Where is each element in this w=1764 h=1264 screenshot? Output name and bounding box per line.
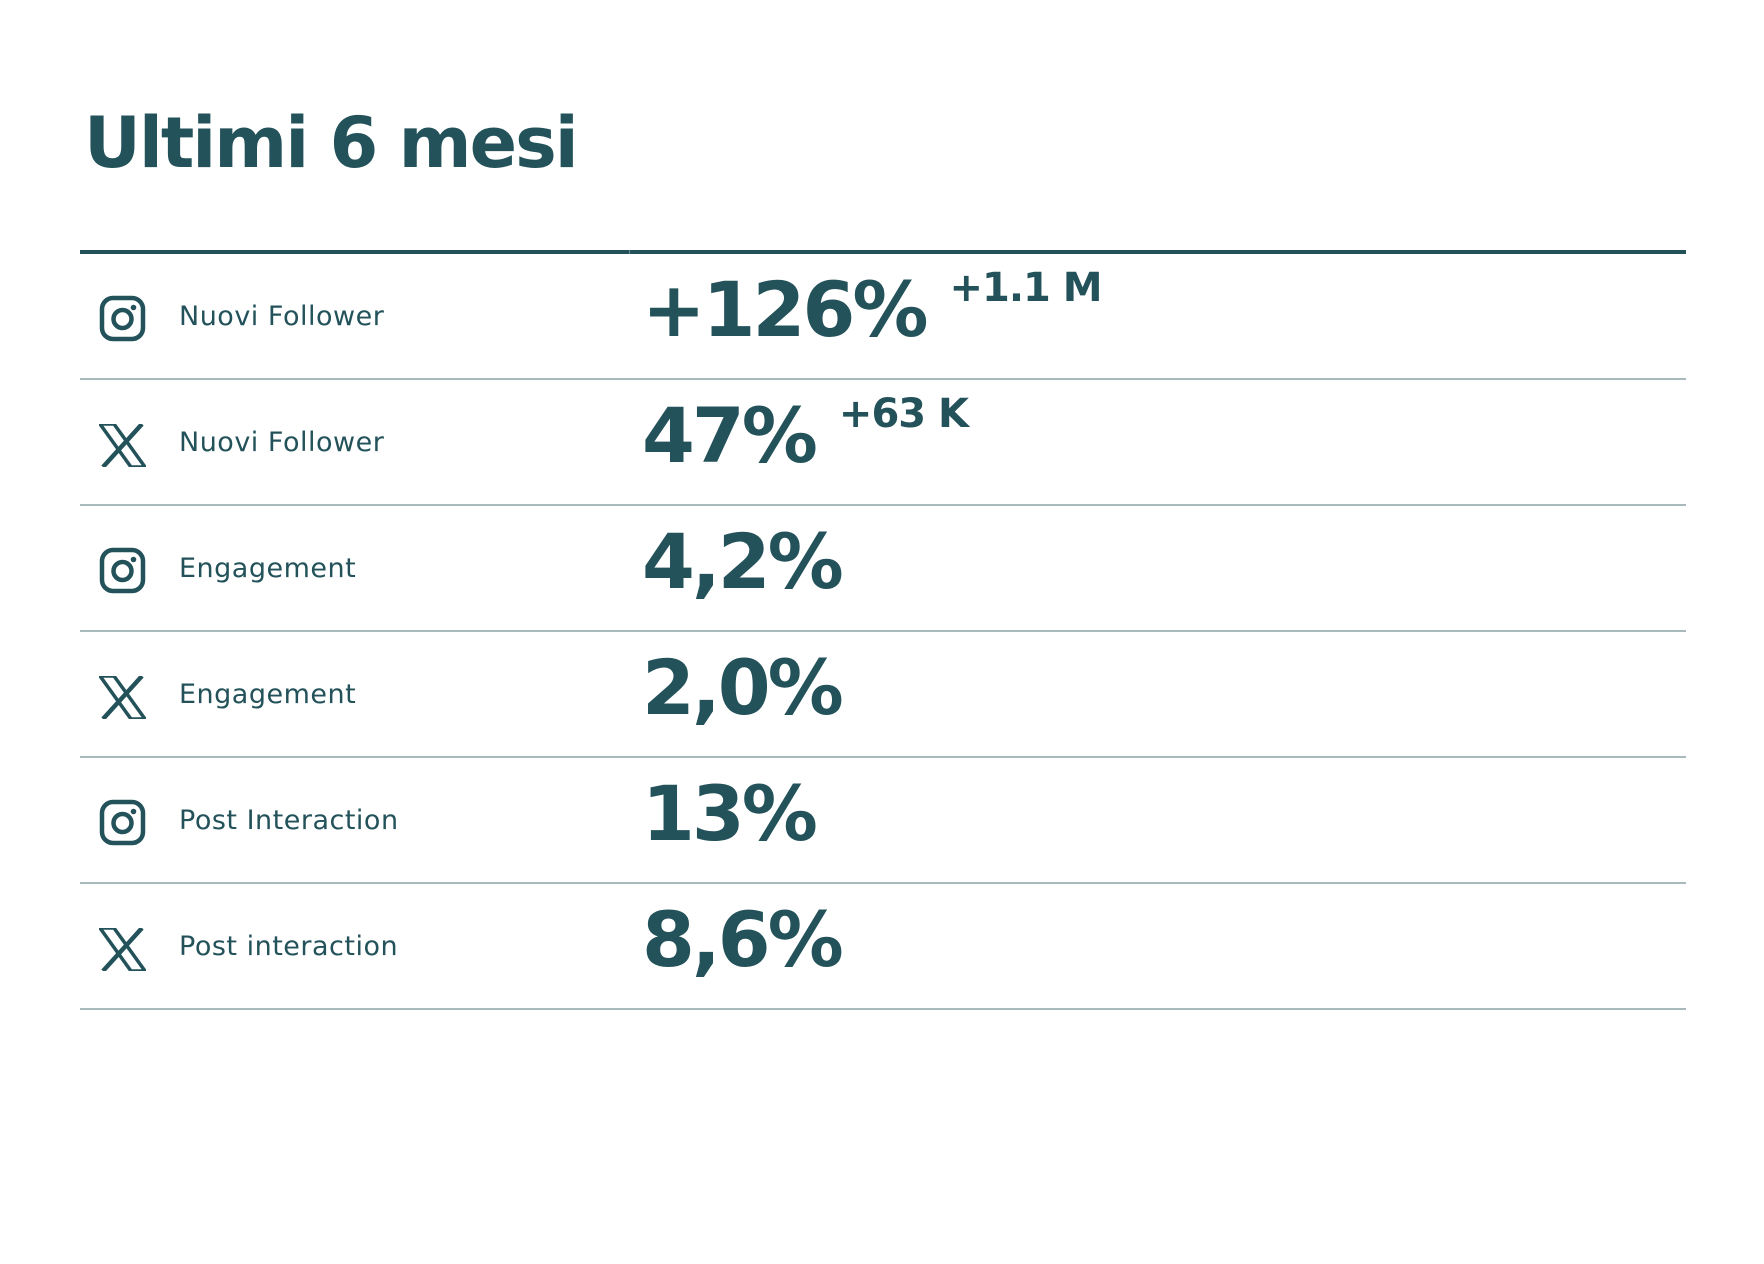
stat-row-x-engagement: Engagement 2,0% [80,632,1686,758]
stat-label: Post Interaction [179,804,399,836]
stat-value: 2,0% [642,643,844,732]
stat-value: +126% [642,265,928,354]
stat-row-x-new-followers: Nuovi Follower 47% +63 K [80,380,1686,506]
stat-label: Post interaction [179,930,399,962]
x-icon [99,424,146,467]
stat-label: Nuovi Follower [179,426,385,458]
stat-value: 8,6% [642,895,844,984]
header-rule [80,250,1686,254]
page-title: Ultimi 6 mesi [84,102,579,184]
stat-row-x-post-interaction: Post interaction 8,6% [80,884,1686,1010]
stat-label: Engagement [179,552,357,584]
stat-delta: +1.1 M [949,265,1102,311]
stat-label: Nuovi Follower [179,300,385,332]
stat-row-instagram-engagement: Engagement 4,2% [80,506,1686,632]
instagram-icon [99,547,146,594]
instagram-icon [99,295,146,342]
stat-label: Engagement [179,678,357,710]
stat-value: 13% [642,769,818,858]
stat-value: 47% [642,391,818,480]
stats-table: Nuovi Follower +126% +1.1 M Nuovi Follow… [80,250,1686,1010]
stat-row-instagram-new-followers: Nuovi Follower +126% +1.1 M [80,254,1686,380]
stat-row-instagram-post-interaction: Post Interaction 13% [80,758,1686,884]
stat-delta: +63 K [838,391,969,437]
x-icon [99,676,146,719]
x-icon [99,928,146,971]
instagram-icon [99,799,146,846]
stat-value: 4,2% [642,517,844,606]
